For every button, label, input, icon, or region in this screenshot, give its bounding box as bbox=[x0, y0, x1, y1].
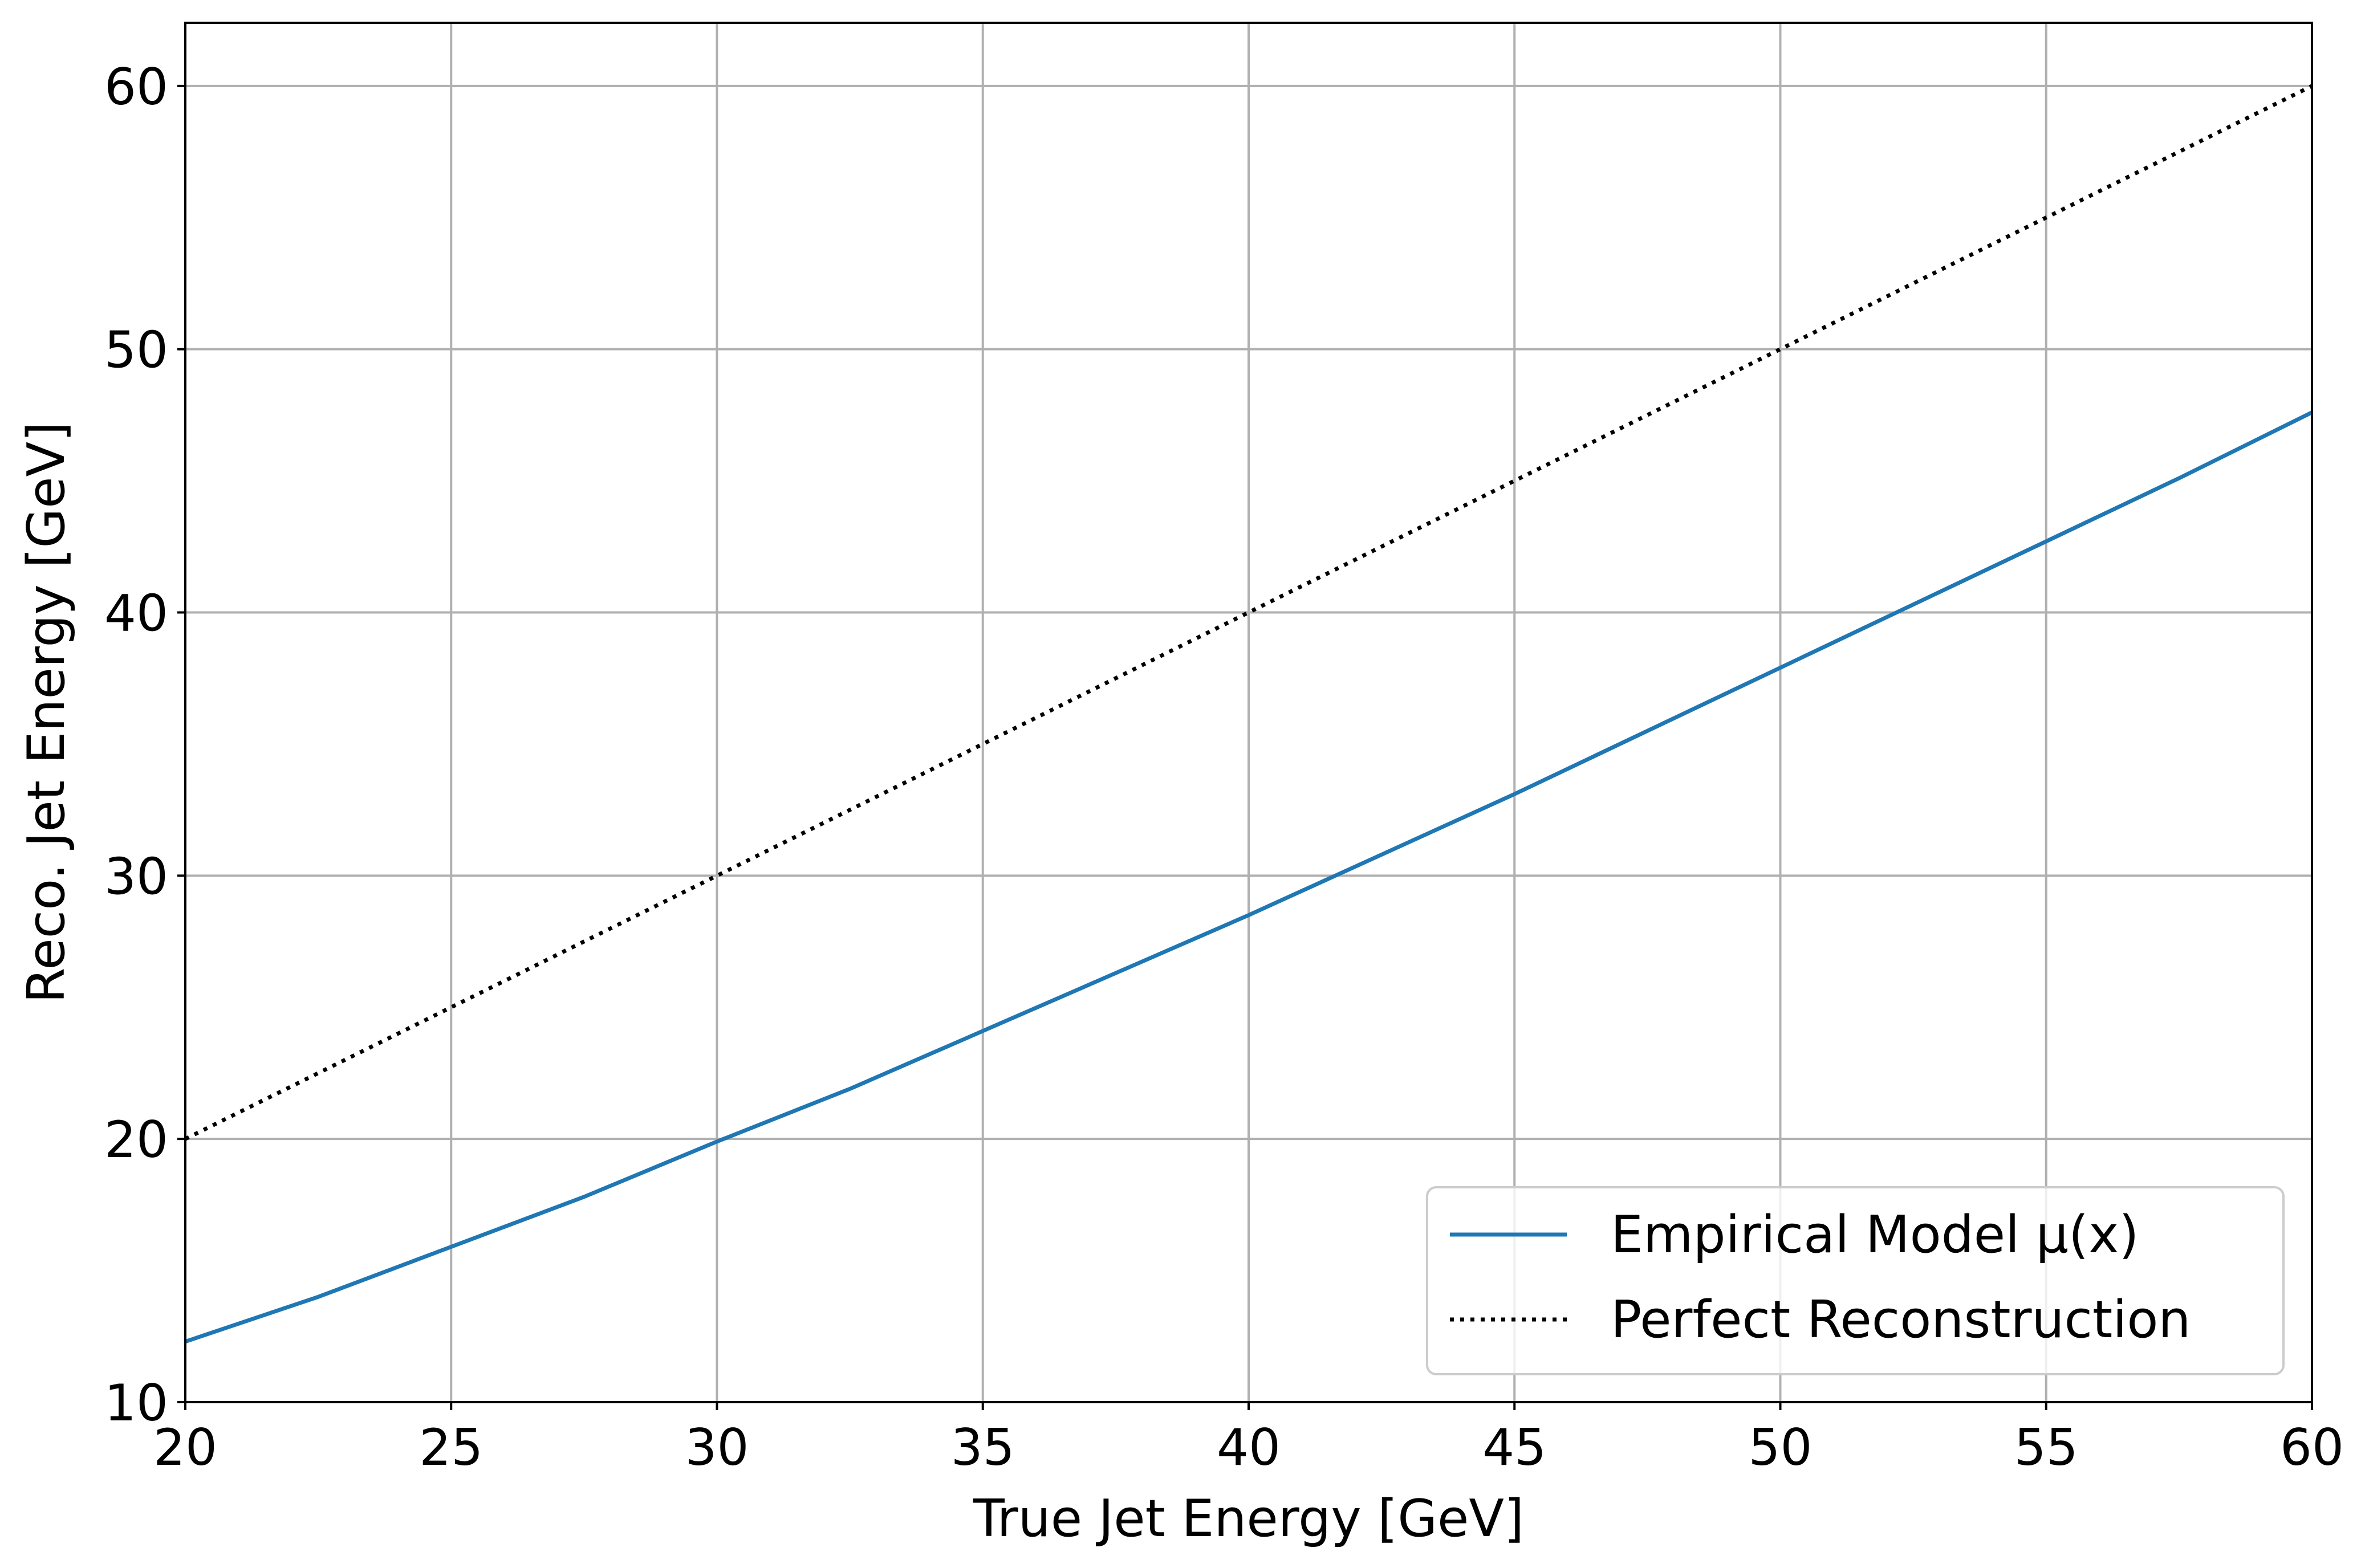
y-tick-label: 40 bbox=[104, 584, 168, 643]
legend-label-empirical-model: Empirical Model μ(x) bbox=[1611, 1205, 2139, 1265]
x-tick-label: 20 bbox=[153, 1418, 217, 1477]
x-tick-label: 40 bbox=[1217, 1418, 1281, 1477]
legend-label-perfect-reconstruction: Perfect Reconstruction bbox=[1611, 1290, 2191, 1350]
x-tick-label: 60 bbox=[2280, 1418, 2344, 1477]
x-tick-label: 45 bbox=[1482, 1418, 1546, 1477]
x-tick-label: 30 bbox=[685, 1418, 749, 1477]
x-tick-label: 35 bbox=[951, 1418, 1015, 1477]
x-tick-label: 25 bbox=[419, 1418, 483, 1477]
x-axis-label: True Jet Energy [GeV] bbox=[973, 1489, 1524, 1549]
x-tick-label: 50 bbox=[1749, 1418, 1813, 1477]
legend: Empirical Model μ(x) Perfect Reconstruct… bbox=[1426, 1186, 2285, 1375]
legend-box bbox=[1426, 1186, 2285, 1375]
series-line-empirical-model bbox=[184, 410, 2313, 1344]
y-tick-label: 50 bbox=[104, 321, 168, 380]
y-tick-label: 60 bbox=[104, 58, 168, 116]
y-tick-label: 30 bbox=[104, 847, 168, 906]
x-tick-label: 55 bbox=[2014, 1418, 2078, 1477]
y-tick-label: 20 bbox=[104, 1110, 168, 1169]
plot-series bbox=[184, 84, 2313, 1344]
y-axis-label: Reco. Jet Energy [GeV] bbox=[17, 422, 76, 1003]
y-tick-label: 10 bbox=[104, 1374, 168, 1432]
